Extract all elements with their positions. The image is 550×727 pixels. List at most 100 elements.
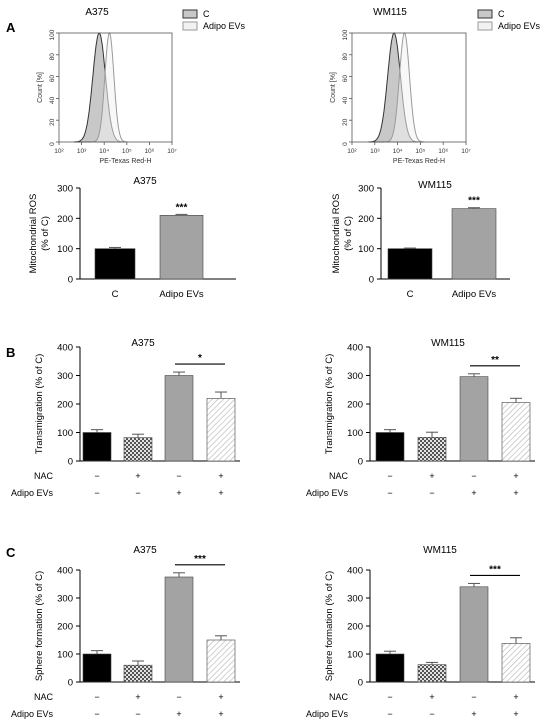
condition-sign: + — [429, 471, 434, 481]
bar — [375, 432, 405, 462]
bar — [164, 375, 194, 462]
y-tick-label: 0 — [68, 275, 73, 286]
condition-sign: + — [429, 692, 434, 702]
a-hist-a375: 10² 10³ 10⁴ 10⁵ 10⁶ 10⁷ 0 20 40 60 80 100 PE-Texas R… — [37, 7, 246, 165]
chart-title: WM115 — [423, 545, 457, 556]
b-bar-wm115: 0 100 200 300 400 Transmigration (% of C) WM11… — [306, 338, 535, 498]
condition-sign: + — [135, 692, 140, 702]
y-tick-label: 300 — [347, 594, 363, 605]
y-tick-label: 300 — [347, 371, 363, 382]
condition-sign: + — [513, 692, 518, 702]
y-tick-label: 300 — [57, 594, 73, 605]
x-tick-label: C — [407, 289, 414, 300]
legend-label: Adipo EVs — [498, 21, 541, 31]
panel-label-c: C — [6, 545, 16, 560]
hist-y-axis-label: Count [%] — [330, 72, 337, 103]
hist-x-axis-label: PE-Texas Red-H — [99, 158, 151, 165]
bar — [82, 432, 112, 462]
hist-frame — [351, 32, 467, 143]
y-axis-label: Transmigration (% of C) — [34, 354, 45, 454]
bar — [206, 397, 236, 462]
hist-y-tick-label: 40 — [342, 96, 349, 104]
bar — [501, 402, 531, 462]
hist-y-tick-label: 20 — [49, 118, 56, 126]
condition-sign: − — [176, 471, 181, 481]
bar — [501, 643, 531, 683]
y-tick-label: 400 — [347, 343, 363, 354]
legend-swatch — [182, 9, 198, 19]
y-tick-label: 400 — [57, 343, 73, 354]
chart-title: WM115 — [373, 7, 407, 18]
a-bar-a375: 0 100 200 300 Mitochondrial ROS (% of C) A375 C… — [28, 176, 236, 300]
y-axis-label: Mitochondrial ROS — [331, 194, 342, 274]
significance-label: ** — [491, 355, 499, 366]
hist-y-tick-label: 100 — [49, 29, 56, 40]
bar — [159, 215, 204, 280]
y-tick-label: 300 — [57, 371, 73, 382]
bar — [82, 653, 112, 683]
condition-sign: − — [176, 692, 181, 702]
hist-y-tick-label: 0 — [49, 142, 56, 146]
y-tick-label: 200 — [57, 400, 73, 411]
hist-x-tick-label: 10³ — [77, 148, 87, 155]
y-axis-label: (% of C) — [343, 216, 354, 251]
y-tick-label: 0 — [68, 678, 73, 689]
y-axis-label: Mitochondrial ROS — [28, 194, 39, 274]
y-tick-label: 300 — [57, 184, 73, 195]
condition-sign: − — [94, 488, 99, 498]
panel-label-b: B — [6, 345, 15, 360]
hist-x-tick-label: 10⁶ — [438, 148, 448, 155]
y-tick-label: 200 — [57, 214, 73, 225]
hist-y-tick-label: 60 — [49, 75, 56, 83]
chart-title: WM115 — [418, 180, 452, 191]
bar — [417, 664, 447, 683]
significance-label: *** — [468, 196, 480, 207]
condition-sign: − — [387, 709, 392, 719]
bar — [123, 664, 153, 683]
y-tick-label: 200 — [347, 622, 363, 633]
y-axis-label: (% of C) — [40, 216, 51, 251]
legend-label: Adipo EVs — [203, 21, 246, 31]
x-tick-label: Adipo EVs — [159, 289, 204, 300]
condition-sign: + — [513, 471, 518, 481]
hist-y-axis-label: Count [%] — [37, 72, 44, 103]
a-bar-wm115: 0 100 200 300 Mitochondrial ROS (% of C) WM115… — [331, 180, 510, 300]
y-tick-label: 200 — [358, 214, 374, 225]
y-tick-label: 0 — [358, 457, 363, 468]
panel-label-a: A — [6, 20, 16, 35]
hist-x-tick-label: 10² — [54, 148, 64, 155]
condition-sign: + — [471, 709, 476, 719]
significance-label: *** — [194, 554, 206, 565]
chart-title: A375 — [133, 545, 157, 556]
y-tick-label: 100 — [347, 428, 363, 439]
bar — [387, 248, 433, 280]
y-tick-label: 400 — [347, 566, 363, 577]
condition-sign: + — [176, 709, 181, 719]
significance-label: * — [198, 353, 202, 364]
chart-title: A375 — [85, 7, 109, 18]
hist-x-tick-label: 10⁷ — [167, 148, 177, 155]
y-tick-label: 100 — [358, 244, 374, 255]
bar — [164, 576, 194, 683]
bar — [459, 376, 489, 462]
c-bar-a375: 0 100 200 300 400 Sphere formation (% of C) A3… — [11, 545, 240, 719]
hist-y-tick-label: 80 — [342, 53, 349, 61]
condition-label: NAC — [329, 692, 349, 702]
bar — [459, 586, 489, 683]
y-axis-label: Sphere formation (% of C) — [34, 571, 45, 681]
y-axis-label: Transmigration (% of C) — [324, 354, 335, 454]
y-tick-label: 0 — [358, 678, 363, 689]
condition-sign: − — [429, 709, 434, 719]
y-tick-label: 100 — [347, 650, 363, 661]
legend-swatch — [182, 21, 198, 31]
condition-sign: − — [94, 709, 99, 719]
y-tick-label: 300 — [358, 184, 374, 195]
bar — [375, 653, 405, 683]
hist-x-tick-label: 10⁴ — [393, 148, 403, 155]
condition-sign: − — [471, 692, 476, 702]
chart-title: WM115 — [431, 338, 465, 349]
bar — [451, 208, 497, 280]
condition-sign: + — [471, 488, 476, 498]
hist-x-tick-label: 10² — [347, 148, 357, 155]
